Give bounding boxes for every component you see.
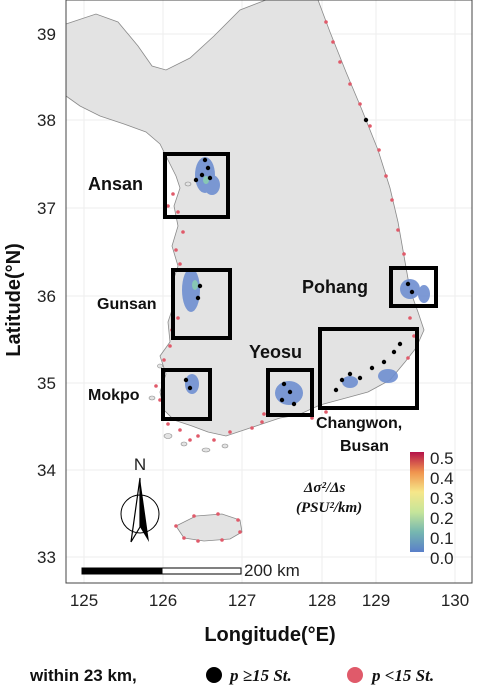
y-tick-label: 33 [37,548,56,567]
colorbar-title: Δσ²/Δs [303,480,346,496]
colorbar: 0.5 0.4 0.3 0.2 0.1 0.0 Δσ²/Δs (PSU²/km) [296,449,454,568]
region-box-gunsan [171,268,232,340]
legend-prefix: within 23 km, [29,666,137,685]
x-axis-ticks: 125 126 127 128 129 130 [70,591,469,610]
colorbar-tick-label: 0.4 [430,469,454,488]
region-box-changwon-busan [318,327,419,410]
legend-item-1: p ≥15 St. [228,666,292,685]
region-label-busan: Busan [340,438,389,455]
colorbar-tick-label: 0.0 [430,549,454,568]
region-label-ansan: Ansan [88,174,143,194]
y-tick-label: 34 [37,461,56,480]
region-box-mokpo [161,368,212,421]
north-arrow-icon: N [120,455,160,543]
colorbar-tick-label: 0.3 [430,489,454,508]
scale-bar-label: 200 km [244,561,300,580]
legend-marker-black [206,667,222,683]
north-label: N [134,455,146,474]
colorbar-tick-label: 0.2 [430,509,454,528]
region-label-pohang: Pohang [302,277,368,297]
region-box-yeosu [266,368,314,417]
plot-border [65,0,473,584]
x-tick-label: 126 [149,591,177,610]
colorbar-tick-label: 0.5 [430,449,454,468]
stations-p-lt-15 [154,20,416,543]
region-label-gunsan: Gunsan [97,296,157,313]
x-axis-title: Longitude(°E) [204,624,335,646]
region-label-mokpo: Mokpo [88,387,140,404]
stations-p-ge-15 [183,117,415,407]
y-axis-title: Latitude(°N) [3,243,25,357]
region-label-changwon: Changwon, [316,415,402,432]
scale-bar: 200 km [81,561,300,580]
x-tick-label: 125 [70,591,98,610]
x-tick-label: 130 [441,591,469,610]
colorbar-unit: (PSU²/km) [296,500,362,516]
region-label-yeosu: Yeosu [249,342,302,362]
region-boxes [161,152,438,421]
x-tick-label: 128 [308,591,336,610]
y-axis-ticks: 39 38 37 36 35 34 33 [37,25,56,567]
x-tick-label: 127 [228,591,256,610]
land-jeju-island [175,513,243,542]
y-tick-label: 36 [37,287,56,306]
small-islands [148,181,229,453]
region-box-ansan [163,152,230,219]
y-tick-label: 38 [37,111,56,130]
y-tick-label: 39 [37,25,56,44]
station-legend: within 23 km, p ≥15 St. p <15 St. [29,666,434,685]
colorbar-gradient [410,452,424,552]
y-tick-label: 37 [37,199,56,218]
colorbar-tick-label: 0.1 [430,529,454,548]
region-box-pohang [389,266,438,308]
y-tick-label: 35 [37,374,56,393]
legend-marker-red [347,667,363,683]
x-tick-label: 129 [362,591,390,610]
legend-item-2: p <15 St. [370,666,434,685]
